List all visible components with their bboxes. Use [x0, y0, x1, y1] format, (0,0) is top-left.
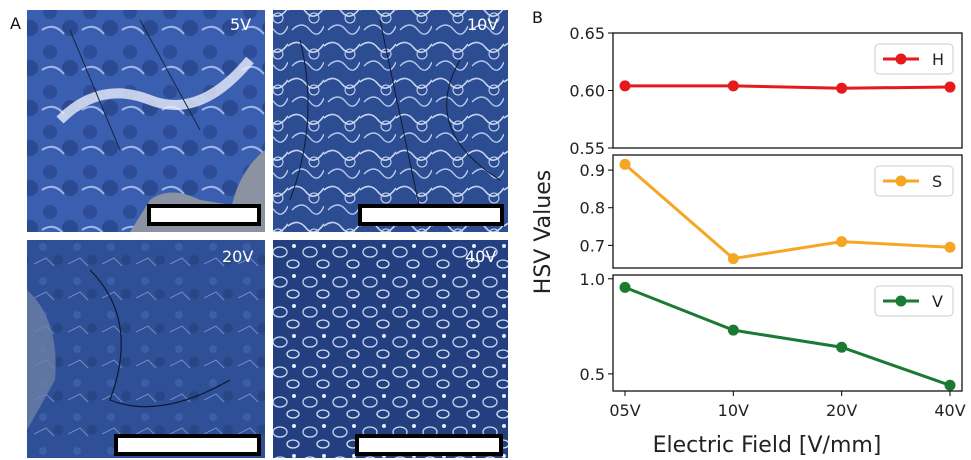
legend-label: S: [932, 172, 942, 191]
data-point: [836, 341, 848, 353]
x-tick-label: 40V: [934, 401, 965, 420]
subplot-frame: [612, 274, 963, 392]
series-line-s: [624, 163, 951, 261]
legend-marker: [895, 295, 907, 307]
micrograph-label: 10V: [467, 15, 498, 34]
y-tick-label: 0.5: [580, 365, 605, 384]
y-tick-label: 0.65: [569, 24, 605, 43]
micrograph-20v: 20V: [27, 240, 265, 458]
micrograph-10v: 10V: [273, 10, 508, 232]
x-tick-label: 10V: [718, 401, 749, 420]
legend-label: V: [932, 292, 943, 311]
micrograph-5v: 5V: [27, 10, 265, 232]
y-tick-label: 0.9: [580, 161, 605, 180]
micrograph-label: 20V: [222, 247, 253, 266]
micrograph-label: 40V: [465, 247, 496, 266]
legend-marker: [895, 53, 907, 65]
panel-b-letter: B: [532, 8, 543, 27]
micrograph-grid: 5V 10V 20V 40V: [27, 10, 508, 458]
panel-a-letter: A: [10, 14, 21, 33]
y-tick-label: 0.7: [580, 236, 605, 255]
y-tick-label: 0.55: [569, 139, 605, 158]
scale-bar: [358, 204, 504, 226]
subplot-frame: [612, 154, 963, 269]
series-line-v: [624, 285, 951, 387]
data-point: [836, 236, 848, 248]
data-point: [727, 324, 739, 336]
data-point: [944, 241, 956, 253]
hsv-chart: HSV Values Electric Field [V/mm] 0.55 0.6…: [531, 24, 966, 458]
data-point: [727, 80, 739, 92]
data-point: [619, 281, 631, 293]
data-point: [619, 80, 631, 92]
y-axis-label: HSV Values: [531, 170, 556, 294]
scale-bar: [355, 434, 503, 456]
scale-bar: [114, 434, 261, 456]
micrograph-40v: 40V: [273, 240, 508, 458]
data-point: [727, 253, 739, 265]
legend-marker: [895, 175, 907, 187]
y-tick-label: 0.8: [580, 199, 605, 218]
series-line-h: [625, 84, 951, 90]
y-tick-label: 1.0: [580, 270, 605, 289]
micrograph-label: 5V: [230, 15, 251, 34]
scale-bar: [147, 204, 261, 226]
y-tick-label: 0.60: [569, 82, 605, 101]
x-axis-label: Electric Field [V/mm]: [653, 433, 882, 458]
legend-label: H: [932, 50, 944, 69]
data-point: [619, 158, 631, 170]
x-tick-label: 20V: [826, 401, 857, 420]
data-point: [944, 81, 956, 93]
x-tick-label: 05V: [609, 401, 640, 420]
data-point: [836, 82, 848, 94]
data-point: [944, 379, 956, 391]
